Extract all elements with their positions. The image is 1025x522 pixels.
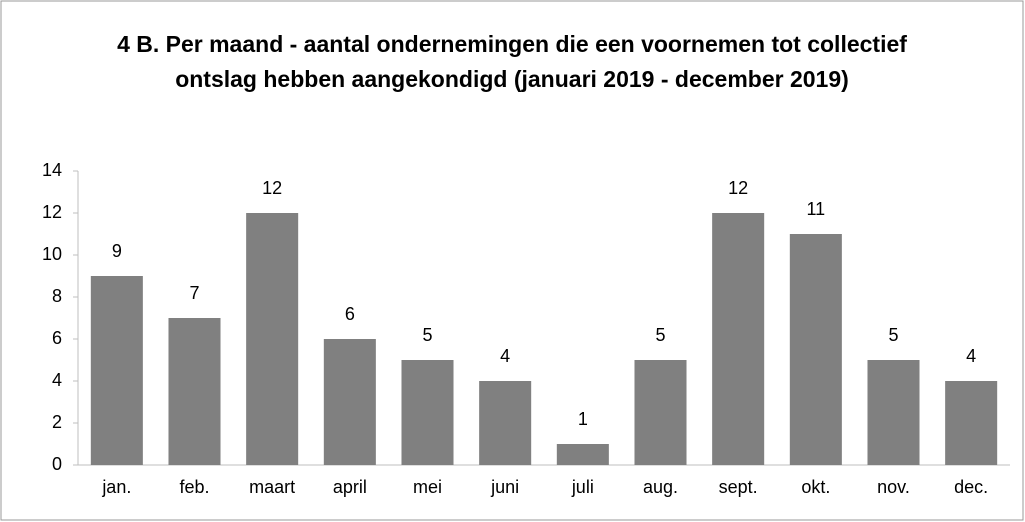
data-label: 12 <box>728 178 748 198</box>
bar <box>712 213 765 465</box>
x-tick-label: jan. <box>101 477 131 497</box>
chart-title: 4 B. Per maand - aantal ondernemingen di… <box>117 31 907 92</box>
x-tick-label: juni <box>490 477 519 497</box>
data-label: 1 <box>578 409 588 429</box>
x-tick-label: okt. <box>801 477 830 497</box>
data-label: 9 <box>112 241 122 261</box>
bar <box>556 444 609 465</box>
x-tick-label: juli <box>571 477 594 497</box>
bar <box>323 339 376 465</box>
data-label: 4 <box>500 346 510 366</box>
x-tick-label: dec. <box>954 477 988 497</box>
bar <box>246 213 299 465</box>
x-tick-label: maart <box>249 477 295 497</box>
bar <box>90 276 143 465</box>
data-label: 4 <box>966 346 976 366</box>
bar <box>479 381 532 465</box>
y-tick-label: 0 <box>52 454 62 474</box>
x-tick-label: aug. <box>643 477 678 497</box>
x-tick-label: sept. <box>719 477 758 497</box>
y-tick-label: 12 <box>42 202 62 222</box>
y-tick-label: 14 <box>42 160 62 180</box>
bar <box>867 360 920 465</box>
data-label: 11 <box>806 199 825 219</box>
bar <box>945 381 998 465</box>
data-label: 7 <box>189 283 199 303</box>
y-tick-label: 8 <box>52 286 62 306</box>
y-tick-label: 2 <box>52 412 62 432</box>
y-tick-label: 10 <box>42 244 62 264</box>
data-label: 5 <box>655 325 665 345</box>
bar <box>789 234 842 465</box>
bar <box>634 360 687 465</box>
y-tick-label: 6 <box>52 328 62 348</box>
data-label: 6 <box>345 304 355 324</box>
x-tick-label: feb. <box>179 477 209 497</box>
bar <box>168 318 221 465</box>
x-tick-label: mei <box>413 477 442 497</box>
data-label: 12 <box>262 178 282 198</box>
data-label: 5 <box>422 325 432 345</box>
bar <box>401 360 454 465</box>
data-label: 5 <box>888 325 898 345</box>
x-tick-label: april <box>333 477 367 497</box>
y-tick-label: 4 <box>52 370 62 390</box>
x-tick-label: nov. <box>877 477 910 497</box>
